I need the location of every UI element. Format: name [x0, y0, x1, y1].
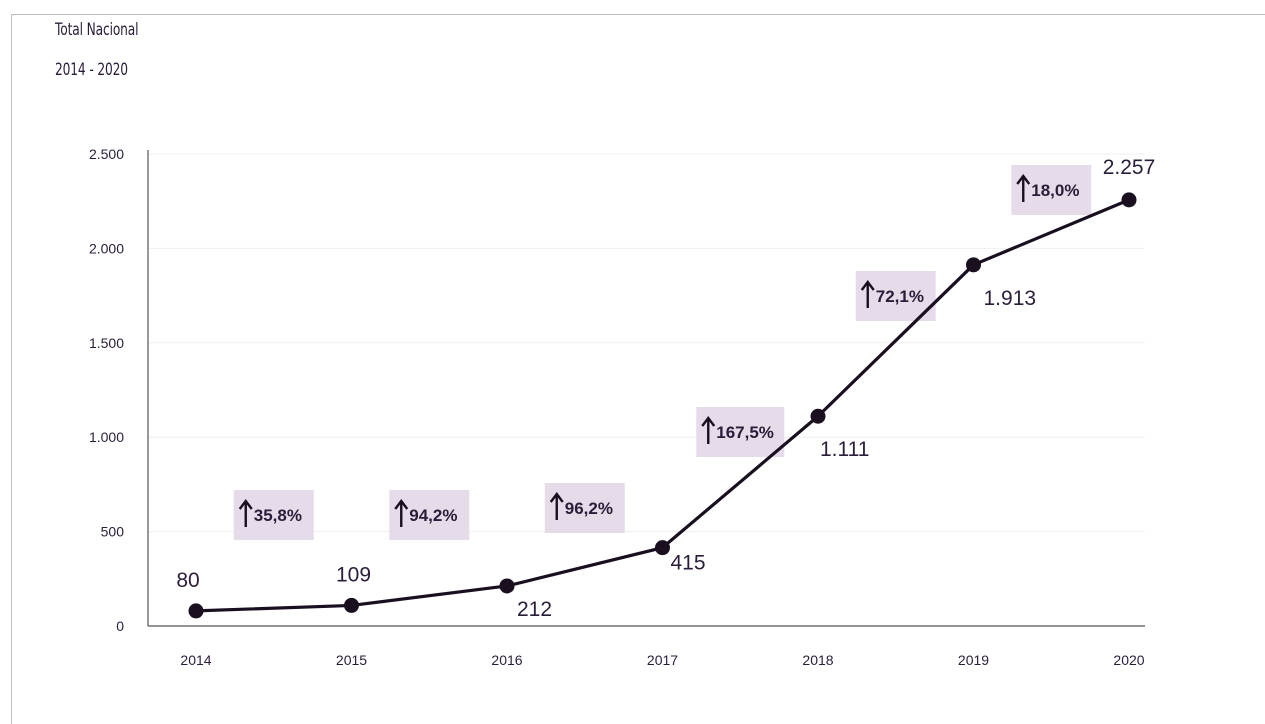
y-tick-label: 0 — [116, 618, 124, 634]
data-label: 2.257 — [1103, 156, 1156, 179]
growth-label: 96,2% — [565, 499, 613, 518]
data-point — [655, 540, 670, 556]
growth-badge-bg — [1011, 165, 1092, 215]
x-tick-label: 2017 — [647, 652, 678, 668]
growth-label: 167,5% — [716, 423, 774, 442]
data-label: 212 — [517, 598, 552, 621]
data-point — [344, 597, 359, 613]
data-label: 109 — [336, 563, 371, 586]
growth-label: 18,0% — [1031, 181, 1079, 200]
data-point — [1121, 192, 1137, 208]
x-tick-label: 2014 — [180, 652, 211, 668]
growth-badge: 96,2% — [544, 483, 625, 533]
data-label: 1.913 — [984, 287, 1037, 310]
x-tick-label: 2015 — [336, 652, 367, 668]
growth-badge-bg — [233, 490, 314, 540]
growth-badge: 35,8% — [233, 490, 314, 540]
up-arrow-icon — [1016, 174, 1031, 185]
growth-label: 72,1% — [876, 287, 924, 306]
up-arrow-icon — [394, 499, 409, 510]
chart-subtitle: 2014 - 2020 — [55, 60, 128, 80]
chart-title: Total Nacional — [55, 20, 139, 40]
growth-badge-bg — [389, 490, 470, 540]
chart-frame — [11, 14, 1265, 724]
growth-badge: 94,2% — [389, 490, 470, 540]
data-point — [188, 603, 204, 619]
growth-label: 94,2% — [409, 506, 457, 525]
growth-badge: 72,1% — [855, 271, 936, 321]
up-arrow-icon — [549, 492, 564, 503]
growth-badge: 167,5% — [696, 407, 785, 457]
y-tick-label: 2.000 — [89, 240, 124, 256]
up-arrow-icon — [701, 416, 716, 427]
x-tick-label: 2019 — [958, 652, 989, 668]
data-point — [966, 257, 981, 273]
growth-label: 35,8% — [254, 506, 302, 525]
data-label: 1.111 — [820, 438, 869, 461]
y-tick-label: 2.500 — [89, 146, 124, 162]
growth-badge-bg — [696, 407, 785, 457]
up-arrow-icon — [238, 499, 253, 510]
y-tick-label: 1.500 — [89, 335, 124, 351]
data-label: 415 — [671, 552, 706, 575]
data-point — [499, 578, 515, 594]
up-arrow-icon — [860, 280, 875, 291]
data-point — [810, 408, 826, 424]
y-tick-label: 1.000 — [89, 429, 124, 445]
x-tick-label: 2018 — [802, 652, 833, 668]
growth-badge: 18,0% — [1011, 165, 1092, 215]
y-tick-label: 500 — [101, 524, 125, 540]
growth-badge-bg — [544, 483, 625, 533]
x-tick-label: 2016 — [491, 652, 522, 668]
x-tick-label: 2020 — [1113, 652, 1144, 668]
data-label: 80 — [176, 569, 199, 592]
